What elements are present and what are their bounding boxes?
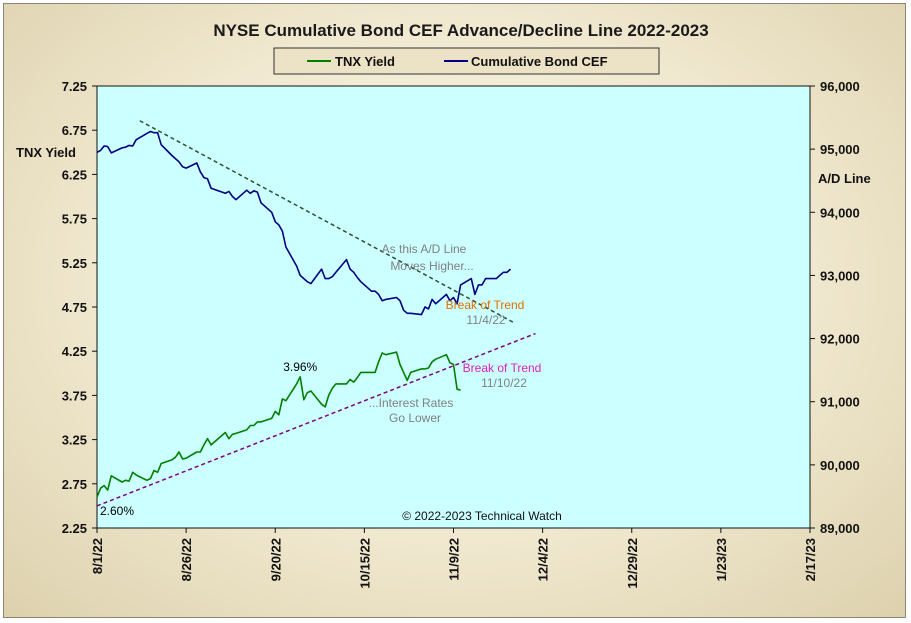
annotation-rates-1: ...Interest Rates <box>369 396 454 410</box>
x-tick-label: 11/9/22 <box>447 538 462 581</box>
annotation-260: 2.60% <box>100 504 134 518</box>
chart-canvas: NYSE Cumulative Bond CEF Advance/Decline… <box>16 21 871 589</box>
annotations: 3.96% 2.60% As this A/D Line Moves Highe… <box>100 242 541 518</box>
x-tick-label: 12/29/22 <box>625 538 640 589</box>
trendline-ad <box>139 120 515 324</box>
annotation-ad-line-2: Moves Higher... <box>390 259 473 273</box>
legend: TNX Yield Cumulative Bond CEF <box>273 47 660 75</box>
right-tick-label: 93,000 <box>820 268 860 283</box>
right-tick-label: 90,000 <box>820 458 860 473</box>
trendline-tnx <box>96 332 536 507</box>
trendlines <box>96 120 536 507</box>
right-tick-label: 89,000 <box>820 521 860 536</box>
left-tick-label: 6.75 <box>62 123 87 138</box>
right-tick-label: 94,000 <box>820 205 860 220</box>
x-tick-label: 12/4/22 <box>536 538 551 581</box>
x-tick-label: 9/20/22 <box>268 538 283 581</box>
x-tick-label: 10/15/22 <box>357 538 372 589</box>
right-axis-label: A/D Line <box>818 171 871 186</box>
left-tick-label: 5.25 <box>62 256 87 271</box>
left-tick-label: 3.75 <box>62 388 87 403</box>
right-tick-label: 96,000 <box>820 79 860 94</box>
left-tick-label: 2.25 <box>62 521 87 536</box>
left-tick-label: 2.75 <box>62 477 87 492</box>
right-tick-label: 92,000 <box>820 332 860 347</box>
right-tick-label: 91,000 <box>820 395 860 410</box>
annotation-396: 3.96% <box>283 360 317 374</box>
annotation-break-tnx-date: 11/10/22 <box>481 376 527 390</box>
x-tick-label: 1/23/23 <box>714 538 729 581</box>
chart-title: NYSE Cumulative Bond CEF Advance/Decline… <box>213 21 708 40</box>
series-layer <box>96 130 512 498</box>
x-ticks: 8/1/22 8/26/22 9/20/22 10/15/22 11/9/22 12/4/… <box>90 528 818 589</box>
series-line-tnx <box>96 351 461 498</box>
left-tick-label: 3.25 <box>62 433 87 448</box>
right-y-ticks: 96,000 95,000 94,000 93,000 92,000 91,000 90,0… <box>810 79 860 536</box>
left-tick-label: 7.25 <box>62 79 87 94</box>
x-tick-label: 2/17/23 <box>803 538 818 581</box>
annotation-ad-line-1: As this A/D Line <box>382 242 467 256</box>
series-line-cef <box>96 130 512 316</box>
annotation-break-ad: Break of Trend <box>446 298 525 312</box>
left-axis-label: TNX Yield <box>16 145 76 160</box>
annotation-break-tnx: Break of Trend <box>463 361 542 375</box>
left-tick-label: 4.75 <box>62 300 87 315</box>
right-tick-label: 95,000 <box>820 142 860 157</box>
left-y-ticks: 7.25 6.75 6.25 5.75 5.25 4.75 4.25 3.75 3.25 2.75… <box>62 79 97 536</box>
legend-label-cef: Cumulative Bond CEF <box>471 54 608 69</box>
chart-frame: NYSE Cumulative Bond CEF Advance/Decline… <box>3 3 906 618</box>
left-tick-label: 6.25 <box>62 167 87 182</box>
copyright: © 2022-2023 Technical Watch <box>402 509 562 523</box>
legend-label-tnx: TNX Yield <box>335 54 395 69</box>
left-tick-label: 4.25 <box>62 344 87 359</box>
plot-area <box>96 85 811 529</box>
annotation-break-ad-date: 11/4/22 <box>466 313 505 327</box>
x-tick-label: 8/26/22 <box>179 538 194 581</box>
left-tick-label: 5.75 <box>62 212 87 227</box>
annotation-rates-2: Go Lower <box>389 411 441 425</box>
x-tick-label: 8/1/22 <box>90 538 105 574</box>
